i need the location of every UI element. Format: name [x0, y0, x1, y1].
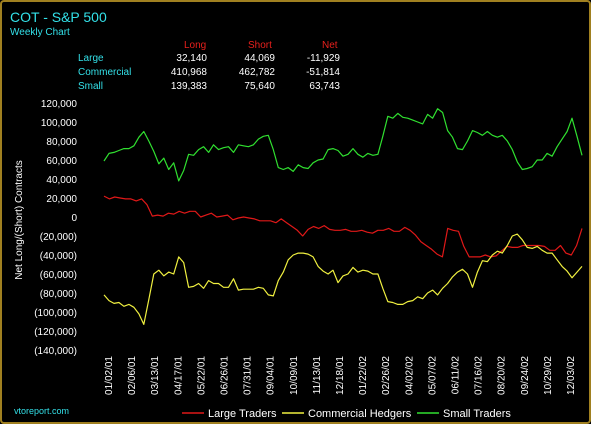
y-tick-label: (100,000) — [34, 308, 77, 319]
series-line-small-traders — [103, 108, 583, 182]
y-tick-label: (20,000) — [40, 232, 77, 243]
legend-label: Small Traders — [443, 408, 511, 420]
col-header-short: Short — [248, 40, 272, 51]
x-tick-label: 09/04/01 — [266, 356, 277, 395]
cell-small-long: 139,383 — [170, 81, 207, 92]
row-label-commercial: Commercial — [78, 67, 132, 78]
x-tick-label: 11/13/01 — [312, 356, 323, 395]
x-tick-label: 04/02/02 — [404, 356, 415, 395]
cell-commercial-net: -51,814 — [306, 67, 340, 78]
cell-small-short: 75,640 — [244, 81, 275, 92]
series-line-commercial-hedgers — [103, 233, 583, 325]
row-label-small: Small — [78, 81, 104, 92]
chart-title: COT - S&P 500 — [10, 9, 107, 25]
x-tick-label: 01/22/02 — [358, 356, 369, 395]
y-tick-label: (60,000) — [40, 270, 77, 281]
x-tick-label: 02/26/02 — [381, 356, 392, 395]
cell-large-long: 32,140 — [176, 53, 207, 64]
x-tick-label: 06/26/01 — [220, 356, 231, 395]
cell-large-net: -11,929 — [306, 53, 340, 64]
series-line-large-traders — [103, 195, 583, 258]
source-credit: vtoreport.com — [14, 406, 70, 416]
y-tick-label: 20,000 — [46, 194, 77, 205]
x-tick-label: 05/07/02 — [427, 356, 438, 395]
x-tick-label: 10/09/01 — [289, 356, 300, 395]
legend-label: Commercial Hedgers — [308, 408, 412, 420]
x-tick-label: 12/18/01 — [335, 356, 346, 395]
x-tick-label: 02/06/01 — [127, 356, 138, 395]
x-tick-label: 05/22/01 — [196, 356, 207, 395]
x-tick-label: 04/17/01 — [173, 356, 184, 395]
cell-small-net: 63,743 — [309, 81, 340, 92]
y-tick-label: (120,000) — [34, 327, 77, 338]
x-tick-label: 03/13/01 — [150, 356, 161, 395]
x-tick-label: 01/02/01 — [104, 356, 115, 395]
y-tick-label: 100,000 — [41, 118, 78, 129]
legend-label: Large Traders — [208, 408, 277, 420]
x-tick-label: 09/24/02 — [520, 356, 531, 395]
cell-large-short: 44,069 — [244, 53, 275, 64]
x-tick-label: 06/11/02 — [451, 356, 462, 395]
col-header-long: Long — [184, 40, 207, 51]
x-tick-label: 12/03/02 — [566, 356, 577, 395]
y-tick-label: 0 — [71, 213, 77, 224]
cell-commercial-short: 462,782 — [238, 67, 275, 78]
x-tick-label: 07/16/02 — [474, 356, 485, 395]
y-tick-label: 60,000 — [46, 156, 77, 167]
row-label-large: Large — [78, 53, 104, 64]
x-tick-label: 08/20/02 — [497, 356, 508, 395]
y-tick-label: (80,000) — [40, 289, 77, 300]
y-tick-label: 80,000 — [46, 137, 77, 148]
summary-table: Long Short Net Large 32,140 44,069 -11,9… — [2, 40, 589, 98]
y-tick-label: 40,000 — [46, 175, 77, 186]
y-tick-label: (40,000) — [40, 251, 77, 262]
x-tick-label: 07/31/01 — [243, 356, 254, 395]
y-tick-label: (140,000) — [34, 346, 77, 357]
y-axis-label: Net Long/(Short) Contracts — [14, 160, 25, 280]
x-tick-label: 10/29/02 — [543, 356, 554, 395]
cell-commercial-long: 410,968 — [170, 67, 207, 78]
col-header-net: Net — [322, 40, 338, 51]
y-tick-label: 120,000 — [41, 99, 78, 110]
chart-subtitle: Weekly Chart — [10, 27, 70, 38]
